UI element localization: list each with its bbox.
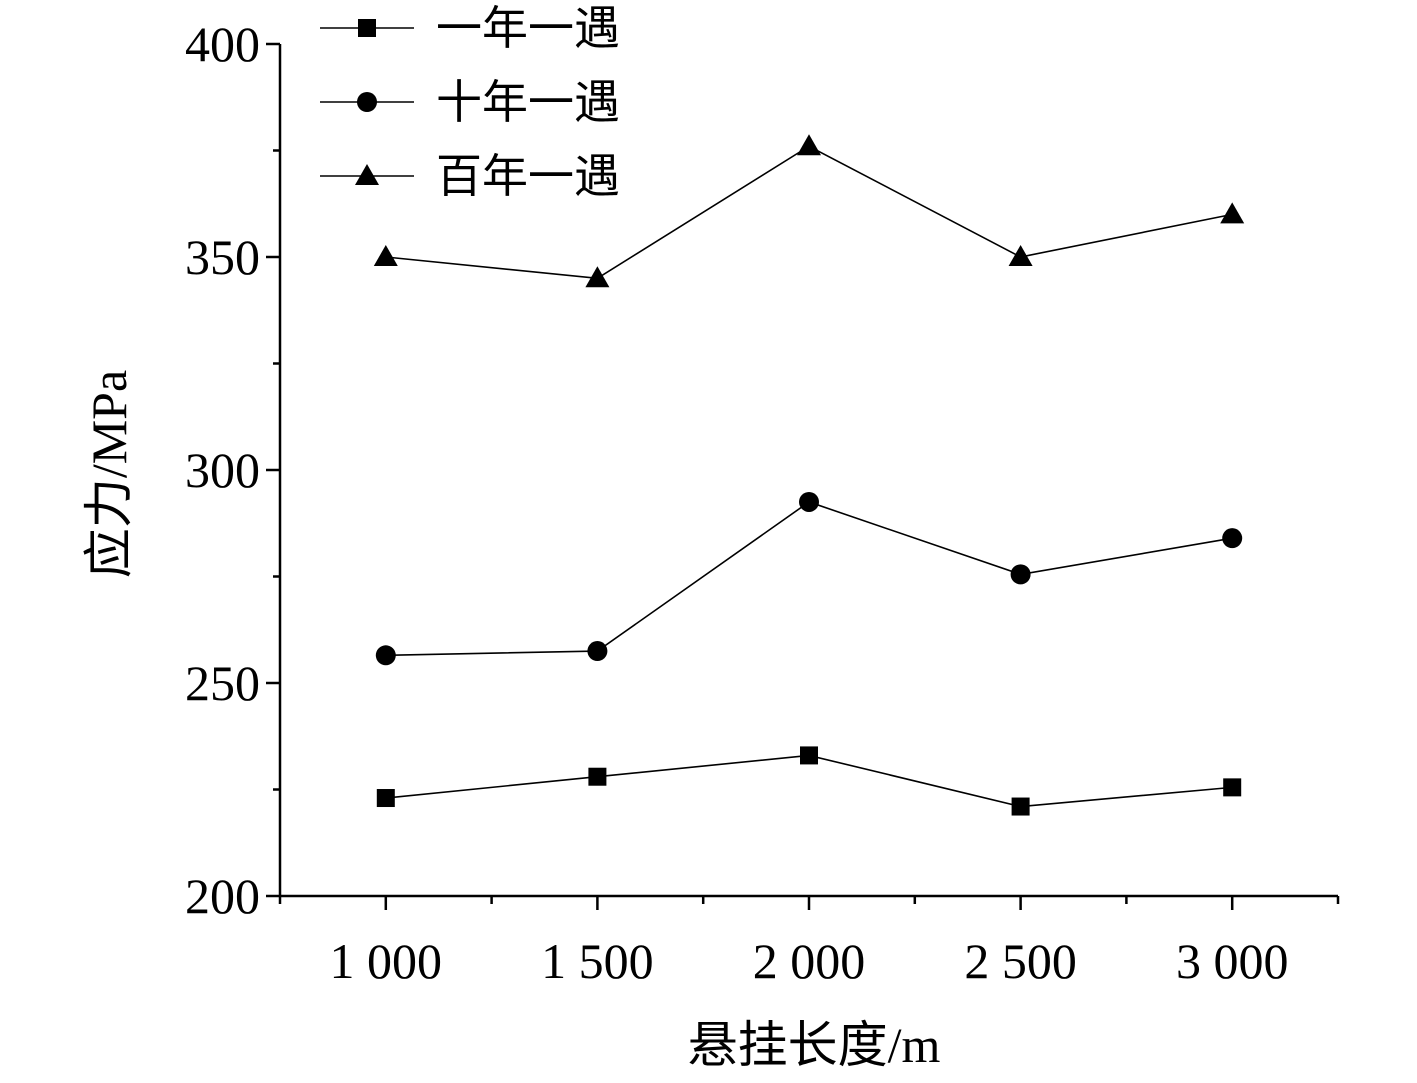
data-point-triangle bbox=[373, 245, 398, 266]
x-tick-label: 2 000 bbox=[753, 933, 866, 989]
data-point-circle bbox=[799, 491, 819, 512]
data-point-square bbox=[588, 767, 607, 786]
series-line bbox=[385, 501, 1233, 657]
x-tick-label: 2 500 bbox=[964, 933, 1077, 989]
data-point-triangle bbox=[1008, 245, 1033, 266]
legend-marker-square bbox=[358, 19, 376, 37]
legend-label: 百年一遇 bbox=[436, 149, 620, 203]
series-square bbox=[376, 746, 1242, 816]
x-tick-label: 3 000 bbox=[1176, 933, 1289, 989]
x-tick-label: 1 500 bbox=[541, 933, 654, 989]
y-tick-label: 250 bbox=[185, 655, 260, 711]
legend-label: 一年一遇 bbox=[436, 1, 620, 55]
data-point-circle bbox=[587, 641, 608, 662]
data-point-triangle bbox=[1220, 202, 1245, 224]
data-point-square bbox=[376, 789, 395, 808]
legend-item: 十年一遇 bbox=[320, 75, 620, 129]
legend-item: 一年一遇 bbox=[320, 1, 620, 55]
y-tick-label: 400 bbox=[185, 16, 260, 72]
legend-marker-circle bbox=[357, 92, 377, 112]
x-tick-label: 1 000 bbox=[330, 933, 443, 989]
data-point-square bbox=[1223, 778, 1242, 797]
legend-marker-triangle bbox=[355, 164, 379, 185]
data-point-triangle bbox=[797, 134, 821, 156]
x-axis-title: 悬挂长度/m bbox=[688, 1017, 941, 1073]
y-tick-label: 350 bbox=[185, 229, 260, 285]
data-point-triangle bbox=[585, 266, 610, 288]
data-point-circle bbox=[1222, 528, 1243, 549]
legend-item: 百年一遇 bbox=[320, 149, 620, 203]
y-axis-title: 应力/MPa bbox=[81, 370, 137, 578]
y-tick-label: 300 bbox=[185, 442, 260, 498]
series-layer bbox=[373, 134, 1245, 816]
axes: 200 250 300 350 400 1 000 1 500 2 000 2 500 3 000 bbox=[185, 16, 1340, 989]
data-point-square bbox=[800, 746, 818, 765]
y-tick-label: 200 bbox=[185, 868, 260, 924]
data-point-square bbox=[1011, 797, 1030, 816]
data-point-circle bbox=[375, 645, 396, 666]
data-point-circle bbox=[1010, 564, 1031, 585]
series-triangle bbox=[373, 134, 1245, 288]
legend-label: 十年一遇 bbox=[436, 75, 620, 129]
series-circle bbox=[375, 491, 1243, 666]
